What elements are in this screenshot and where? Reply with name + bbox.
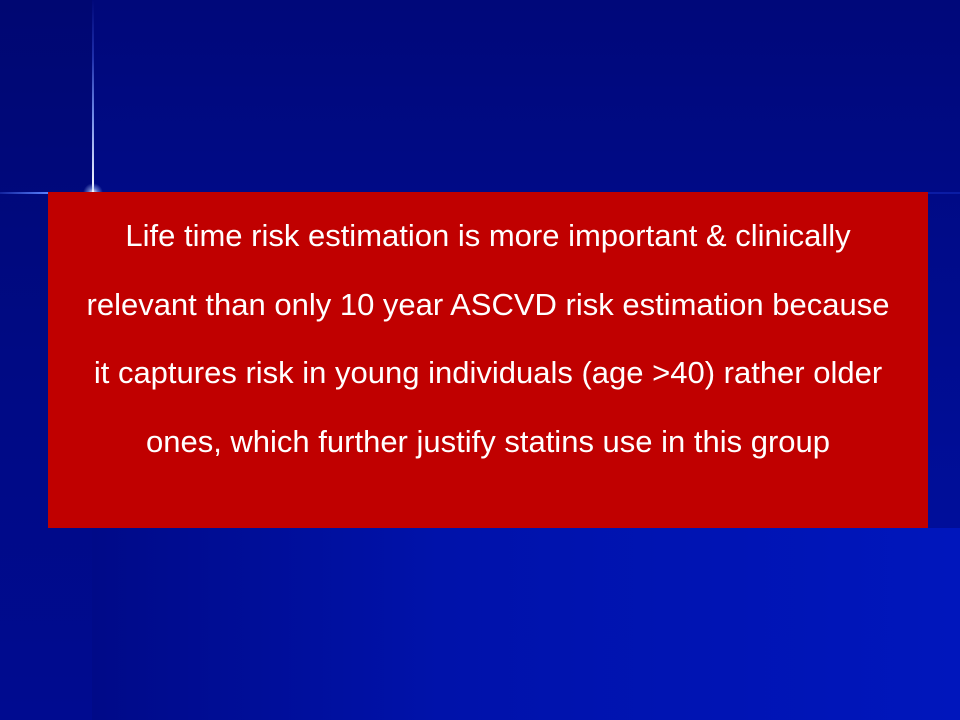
lower-band bbox=[92, 528, 960, 720]
body-text: Life time risk estimation is more import… bbox=[86, 218, 890, 459]
text-box: Life time risk estimation is more import… bbox=[48, 192, 928, 528]
vertical-accent-line bbox=[92, 0, 94, 192]
